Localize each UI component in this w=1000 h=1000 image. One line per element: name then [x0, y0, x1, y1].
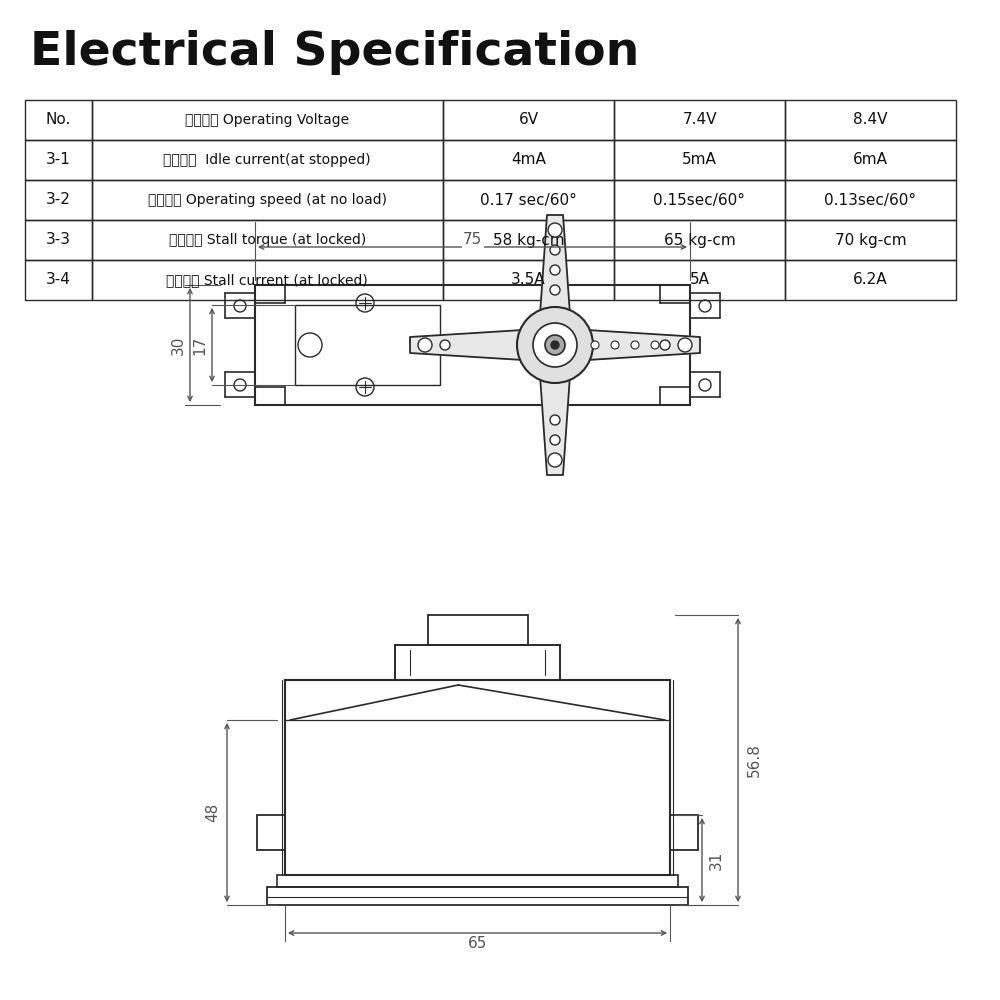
Circle shape	[550, 415, 560, 425]
Text: 75: 75	[463, 232, 482, 246]
Circle shape	[550, 435, 560, 445]
Circle shape	[517, 307, 593, 383]
Bar	[255, 285, 690, 405]
Text: 6.2A: 6.2A	[853, 272, 888, 288]
Text: Electrical Specification: Electrical Specification	[30, 30, 639, 75]
Circle shape	[550, 285, 560, 295]
Bar	[785, 260, 956, 300]
Bar	[92, 220, 443, 260]
Bar	[785, 220, 956, 260]
Text: 17: 17	[192, 335, 208, 355]
Polygon shape	[410, 215, 700, 475]
Circle shape	[548, 453, 562, 467]
Bar	[785, 140, 956, 180]
Circle shape	[660, 340, 670, 350]
Text: 8.4V: 8.4V	[853, 112, 888, 127]
Bar	[25, 220, 92, 260]
Text: 31: 31	[708, 850, 724, 870]
Bar	[443, 220, 614, 260]
Bar	[92, 180, 443, 220]
Bar	[428, 615, 528, 645]
Text: 3-1: 3-1	[46, 152, 71, 167]
Circle shape	[678, 338, 692, 352]
Bar	[92, 260, 443, 300]
Text: 6V: 6V	[518, 112, 539, 127]
Text: 70 kg-cm: 70 kg-cm	[835, 232, 906, 247]
Bar	[25, 180, 92, 220]
Bar	[443, 100, 614, 140]
Text: 65 kg-cm: 65 kg-cm	[664, 232, 735, 247]
Text: 3.5A: 3.5A	[511, 272, 546, 288]
Bar	[443, 180, 614, 220]
Text: 48: 48	[206, 803, 220, 822]
Bar	[92, 140, 443, 180]
Bar	[614, 260, 785, 300]
Text: 空载转速 Operating speed (at no load): 空载转速 Operating speed (at no load)	[148, 193, 387, 207]
Bar	[395, 645, 560, 680]
Bar	[614, 180, 785, 220]
Text: 3-4: 3-4	[46, 272, 71, 288]
Bar	[443, 260, 614, 300]
Circle shape	[550, 265, 560, 275]
Text: 5mA: 5mA	[682, 152, 717, 167]
Text: 7.4V: 7.4V	[682, 112, 717, 127]
Bar	[614, 140, 785, 180]
Bar	[785, 180, 956, 220]
Text: 5A: 5A	[690, 272, 710, 288]
Circle shape	[533, 323, 577, 367]
Circle shape	[611, 341, 619, 349]
Text: 4mA: 4mA	[511, 152, 546, 167]
Text: 6mA: 6mA	[853, 152, 888, 167]
Bar	[92, 100, 443, 140]
Circle shape	[651, 341, 659, 349]
Text: 待机电流  Idle current(at stopped): 待机电流 Idle current(at stopped)	[163, 153, 371, 167]
Text: 0.15sec/60°: 0.15sec/60°	[654, 192, 746, 208]
Bar	[257, 815, 285, 850]
Bar	[285, 680, 670, 875]
Text: 0.13sec/60°: 0.13sec/60°	[824, 192, 917, 208]
Bar	[614, 220, 785, 260]
Bar	[295, 305, 440, 385]
Circle shape	[551, 341, 559, 349]
Circle shape	[548, 223, 562, 237]
Bar	[267, 887, 688, 905]
Text: 堵转电流 Stall current (at locked): 堵转电流 Stall current (at locked)	[166, 273, 368, 287]
Text: No.: No.	[46, 112, 71, 127]
Circle shape	[550, 245, 560, 255]
Text: 58 kg-cm: 58 kg-cm	[493, 232, 564, 247]
Text: 3-3: 3-3	[46, 232, 71, 247]
Text: 3-2: 3-2	[46, 192, 71, 208]
Text: 30: 30	[170, 335, 186, 355]
Text: 65: 65	[468, 936, 487, 950]
Bar	[443, 140, 614, 180]
Bar	[785, 100, 956, 140]
Circle shape	[440, 340, 450, 350]
Circle shape	[545, 335, 565, 355]
Bar	[25, 100, 92, 140]
Circle shape	[631, 341, 639, 349]
Circle shape	[591, 341, 599, 349]
Bar	[614, 100, 785, 140]
Bar	[277, 875, 678, 887]
Bar	[25, 260, 92, 300]
Text: 0.17 sec/60°: 0.17 sec/60°	[480, 192, 577, 208]
Text: 堵转扔矩 Stall torque (at locked): 堵转扔矩 Stall torque (at locked)	[169, 233, 366, 247]
Text: 工作电压 Operating Voltage: 工作电压 Operating Voltage	[185, 113, 349, 127]
Bar	[25, 140, 92, 180]
Circle shape	[418, 338, 432, 352]
Text: 56.8: 56.8	[746, 743, 762, 777]
Bar	[670, 815, 698, 850]
